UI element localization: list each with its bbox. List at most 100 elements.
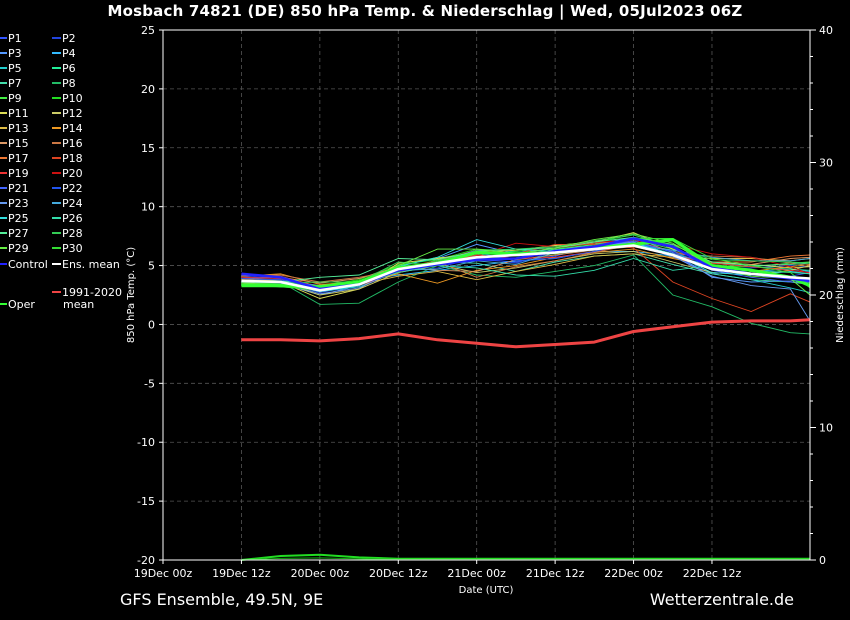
legend-item-p11: P11 — [0, 108, 29, 120]
x-tick-label: 20Dec 00z — [291, 567, 350, 580]
legend-item-p18: P18 — [52, 153, 83, 165]
legend-label: P8 — [62, 77, 76, 90]
legend-item-p27: P27 — [0, 228, 29, 240]
plot-frame — [162, 29, 811, 561]
legend-item-control: Control — [0, 259, 48, 271]
legend-label: P26 — [62, 212, 83, 225]
legend-label: Oper — [8, 298, 35, 311]
legend-swatch — [52, 202, 61, 204]
y-tick-label: 5 — [148, 260, 155, 273]
footer-brand: Wetterzentrale.de — [649, 590, 794, 609]
legend-swatch — [0, 202, 7, 204]
legend-label: P5 — [8, 62, 22, 75]
legend-item-p19: P19 — [0, 168, 29, 180]
series-line-ens-mean — [241, 244, 811, 292]
x-tick-label: 21Dec 00z — [447, 567, 506, 580]
series-line-p28 — [241, 234, 811, 284]
legend-swatch — [0, 127, 7, 129]
legend-label: P30 — [62, 242, 83, 255]
precipitation-line — [241, 553, 810, 561]
legend-item-p25: P25 — [0, 213, 29, 225]
legend-label: P25 — [8, 212, 29, 225]
legend-label: Ens. mean — [62, 258, 120, 271]
legend-swatch — [52, 67, 61, 69]
y2-tick-label: 20 — [819, 289, 833, 302]
legend-item-p22: P22 — [52, 183, 83, 195]
legend-item-p20: P20 — [52, 168, 83, 180]
legend-item-p14: P14 — [52, 123, 83, 135]
chart-title: Mosbach 74821 (DE) 850 hPa Temp. & Niede… — [107, 2, 743, 20]
legend-label: P9 — [8, 92, 22, 105]
legend-label: P24 — [62, 197, 83, 210]
legend-item-p4: P4 — [52, 48, 76, 60]
legend-item-p17: P17 — [0, 153, 29, 165]
legend-swatch — [52, 187, 61, 189]
y2-tick-label: 40 — [819, 24, 833, 37]
legend-swatch — [0, 303, 7, 305]
legend-label: P3 — [8, 47, 22, 60]
legend-swatch — [0, 37, 7, 39]
legend-item-p28: P28 — [52, 228, 83, 240]
series-line-1991-2020-mean — [241, 318, 811, 349]
legend-label: Control — [8, 258, 48, 271]
legend-label: P18 — [62, 152, 83, 165]
legend-label: P19 — [8, 167, 29, 180]
legend-swatch — [52, 217, 61, 219]
legend-swatch — [52, 291, 61, 293]
legend-swatch — [0, 112, 7, 114]
y-tick-label: 15 — [141, 142, 155, 155]
legend-swatch — [0, 142, 7, 144]
series-group — [241, 232, 811, 561]
y2-tick-label: 0 — [819, 554, 826, 567]
y-tick-label: 10 — [141, 201, 155, 214]
legend-swatch — [0, 187, 7, 189]
legend-item-p21: P21 — [0, 183, 29, 195]
x-tick-label: 22Dec 00z — [604, 567, 663, 580]
legend-label: P22 — [62, 182, 83, 195]
legend-item-ens-mean: Ens. mean — [52, 259, 120, 271]
x-tick-label: 19Dec 12z — [212, 567, 271, 580]
legend-label: P20 — [62, 167, 83, 180]
legend-swatch — [52, 52, 61, 54]
y-tick-label: 20 — [141, 83, 155, 96]
legend-item-p12: P12 — [52, 108, 83, 120]
y2-tick-label: 10 — [819, 422, 833, 435]
legend-item-p10: P10 — [52, 93, 83, 105]
legend-swatch — [0, 172, 7, 174]
legend-label: P11 — [8, 107, 29, 120]
legend-item-climate-mean: 1991-2020 mean — [52, 287, 122, 311]
y-axis-label: 850 hPa Temp. (°C) — [126, 247, 137, 343]
legend-item-oper: Oper — [0, 299, 35, 311]
series-line-p8 — [241, 254, 811, 335]
legend-label: P13 — [8, 122, 29, 135]
legend-label: P7 — [8, 77, 22, 90]
legend-swatch — [52, 247, 61, 249]
legend-label: P28 — [62, 227, 83, 240]
y-tick-label: -20 — [137, 554, 155, 567]
y-tick-label: -15 — [137, 495, 155, 508]
legend-item-p15: P15 — [0, 138, 29, 150]
legend-swatch — [0, 247, 7, 249]
x-axis-label: Date (UTC) — [459, 585, 514, 596]
x-tick-label: 21Dec 12z — [526, 567, 585, 580]
legend-label: P14 — [62, 122, 83, 135]
legend-item-p13: P13 — [0, 123, 29, 135]
footer-source: GFS Ensemble, 49.5N, 9E — [120, 590, 324, 609]
legend-swatch — [0, 52, 7, 54]
legend-swatch — [0, 232, 7, 234]
y-tick-label: 25 — [141, 24, 155, 37]
legend-swatch — [0, 157, 7, 159]
y-tick-label: -5 — [144, 377, 155, 390]
legend-item-p26: P26 — [52, 213, 83, 225]
legend-swatch — [52, 112, 61, 114]
y-tick-label: -10 — [137, 436, 155, 449]
legend-label: P17 — [8, 152, 29, 165]
legend-swatch — [0, 82, 7, 84]
legend-label: P4 — [62, 47, 76, 60]
legend-label: P16 — [62, 137, 83, 150]
legend-label-line2: mean — [63, 298, 95, 311]
legend-item-p1: P1 — [0, 33, 22, 45]
legend-swatch — [0, 217, 7, 219]
